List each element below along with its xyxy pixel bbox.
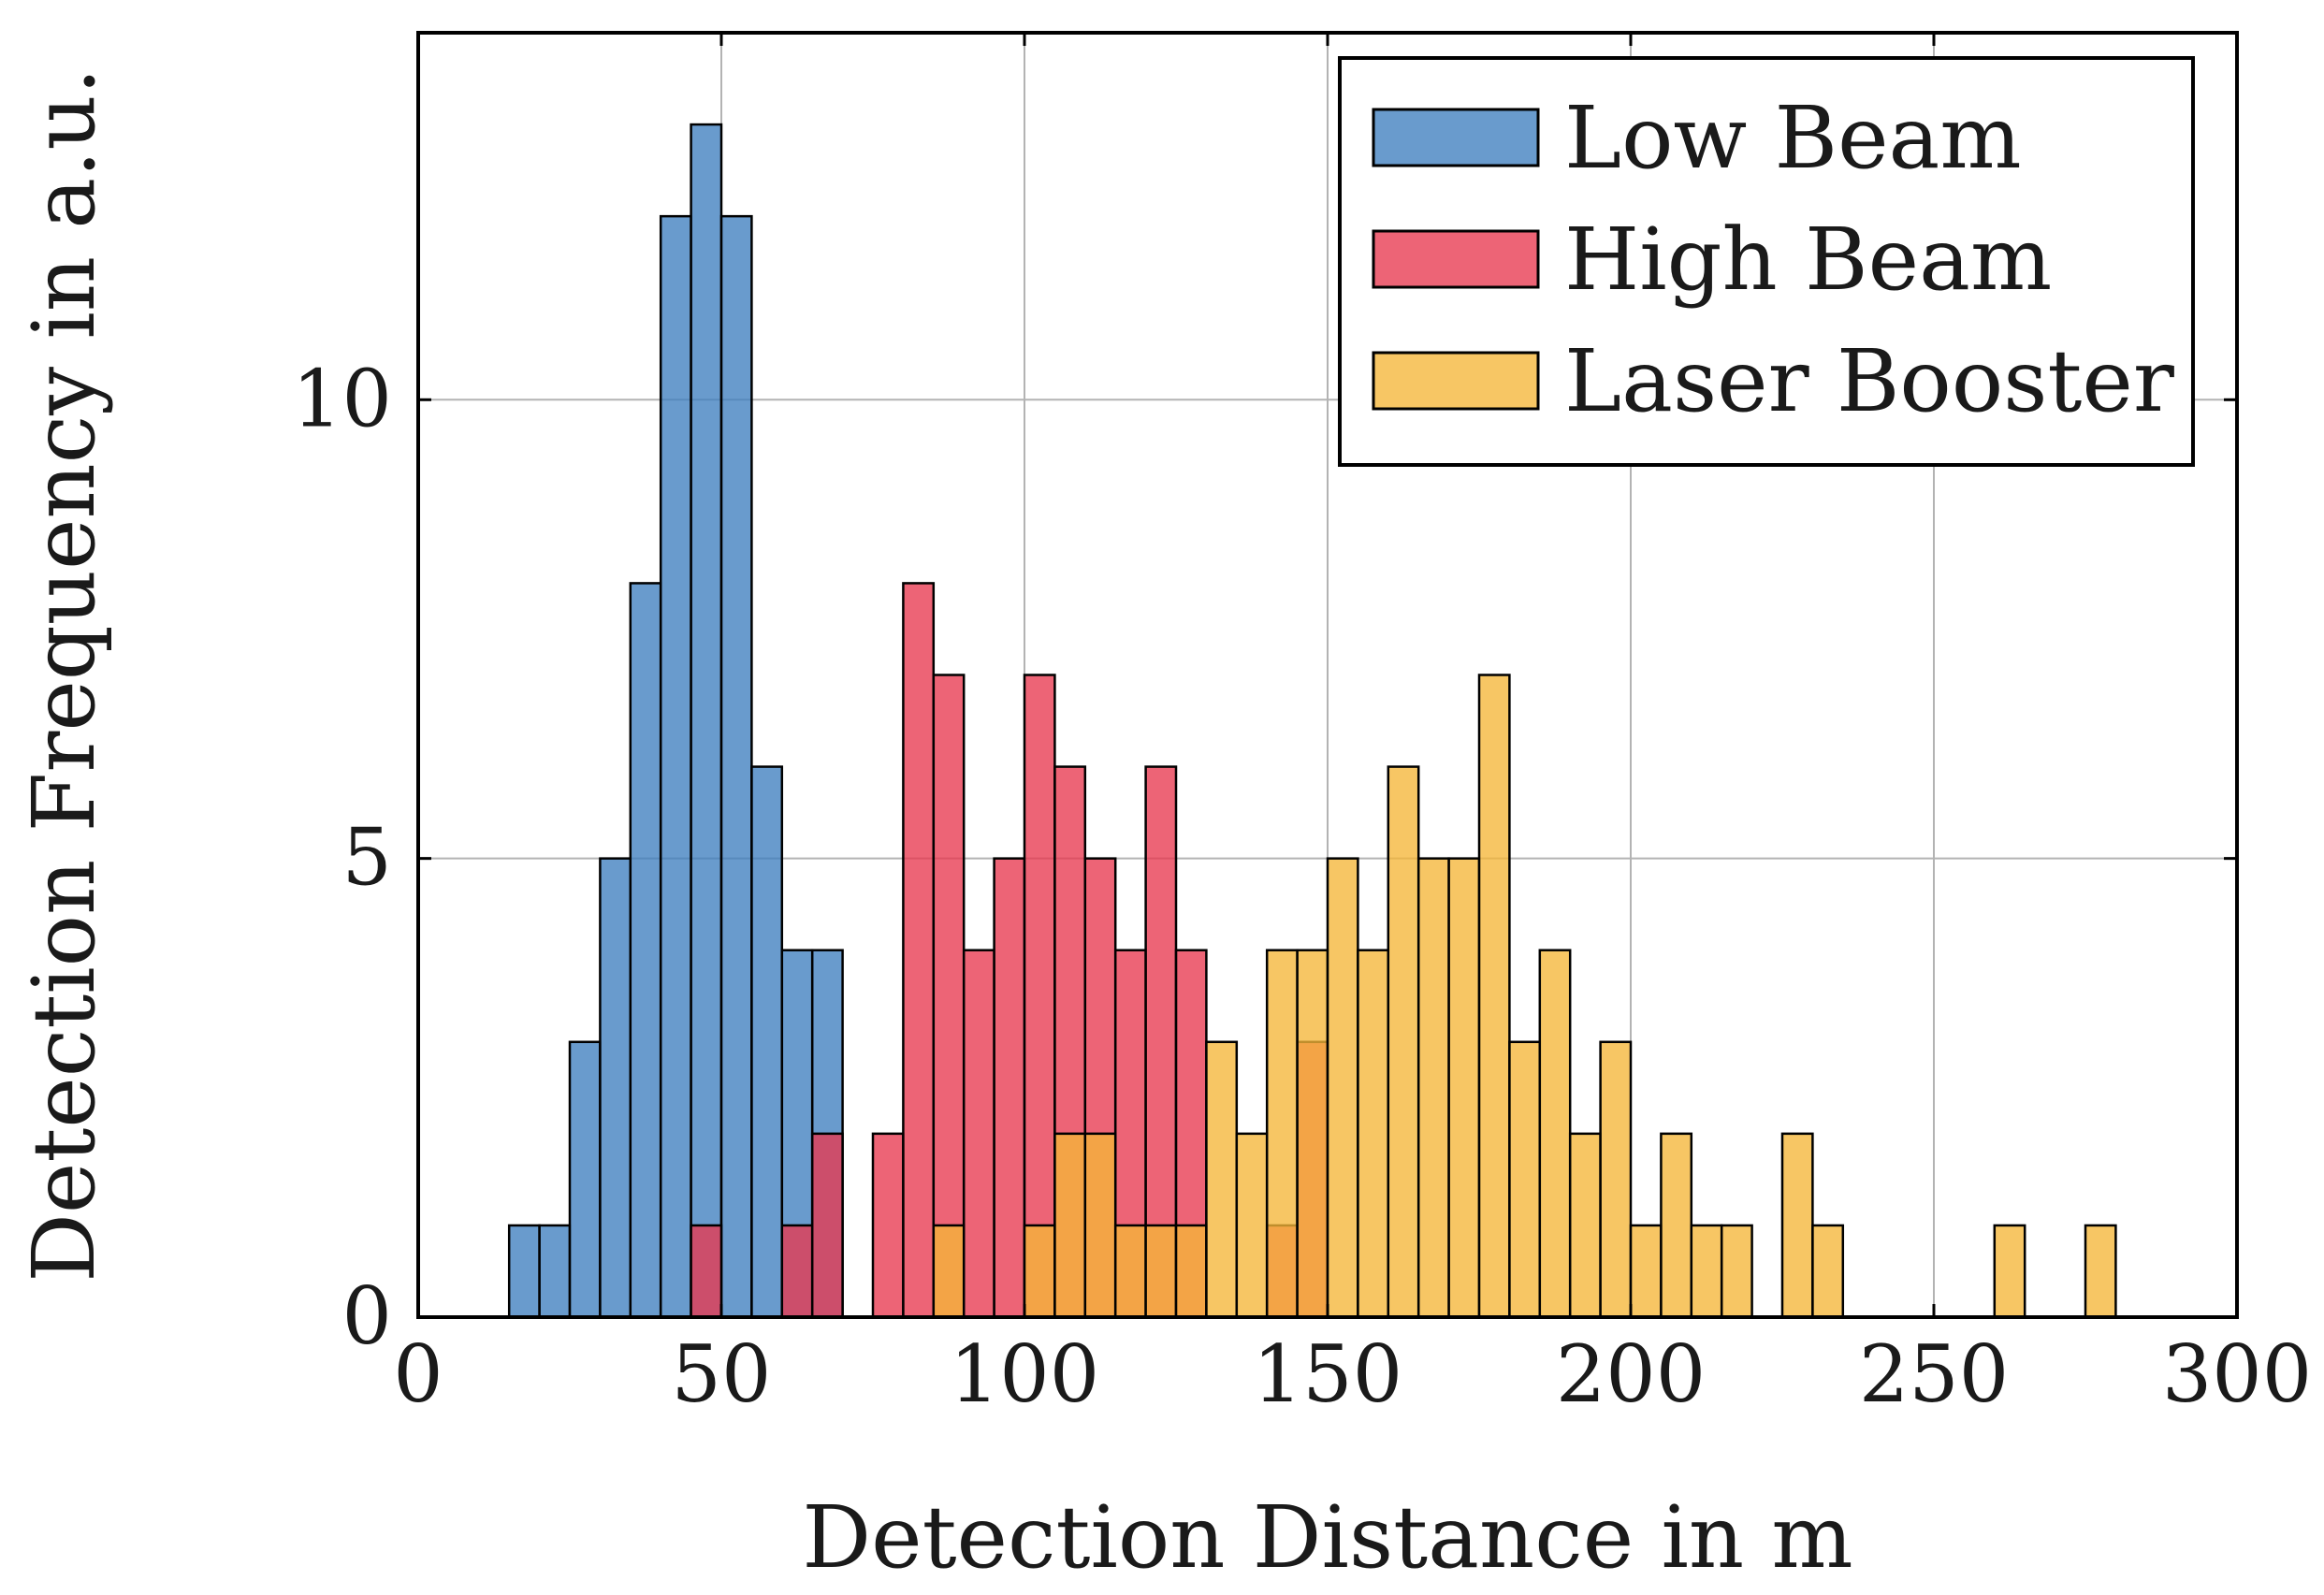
laser-booster-bar — [932, 1224, 966, 1319]
high-beam-bar — [871, 1132, 905, 1319]
low-beam-bar — [507, 1224, 541, 1319]
high-beam-bar — [962, 949, 995, 1319]
laser-booster-bar — [1993, 1224, 2026, 1319]
legend-swatch-low-beam — [1372, 108, 1540, 167]
laser-booster-bar — [1326, 857, 1359, 1319]
laser-booster-bar — [1235, 1132, 1269, 1319]
low-beam-bar — [750, 765, 784, 1319]
low-beam-bar — [538, 1224, 572, 1319]
x-tick-label: 200 — [1556, 1328, 1706, 1420]
legend: Low Beam High Beam Laser Booster — [1338, 56, 2195, 467]
x-tick-label: 50 — [672, 1328, 772, 1420]
laser-booster-bar — [1780, 1132, 1814, 1319]
high-beam-bar — [902, 582, 936, 1319]
low-beam-bar — [659, 214, 692, 1319]
legend-swatch-high-beam — [1372, 229, 1540, 289]
laser-booster-bar — [1629, 1224, 1663, 1319]
axis-labels: Detection Distance in m Detection Freque… — [14, 67, 1853, 1588]
high-beam-bar — [780, 1224, 814, 1319]
y-axis-label: Detection Frequency in a.u. — [14, 67, 114, 1283]
legend-label-laser-booster: Laser Booster — [1564, 331, 2174, 431]
high-beam-bar — [993, 857, 1026, 1319]
x-tick-label: 250 — [1859, 1328, 2009, 1420]
laser-booster-bar — [1174, 1224, 1208, 1319]
laser-booster-bar — [1416, 857, 1450, 1319]
laser-booster-bar — [1357, 949, 1390, 1319]
high-beam-bar — [690, 1224, 723, 1319]
y-tick-label: 0 — [342, 1270, 392, 1362]
laser-booster-bar — [1477, 674, 1511, 1319]
laser-booster-bar — [1538, 949, 1572, 1319]
high-beam-bar — [932, 674, 966, 1319]
x-tick-label: 300 — [2162, 1328, 2312, 1420]
laser-booster-bar — [1599, 1040, 1633, 1319]
low-beam-bar — [690, 123, 723, 1319]
laser-booster-bar — [1660, 1132, 1693, 1319]
y-tick-label: 10 — [292, 353, 392, 444]
y-tick-label: 5 — [342, 812, 392, 904]
bars — [507, 123, 2117, 1319]
laser-booster-bar — [1113, 1224, 1147, 1319]
low-beam-bar — [629, 582, 662, 1319]
laser-booster-bar — [1144, 1224, 1178, 1319]
laser-booster-bar — [1083, 1132, 1117, 1319]
laser-booster-bar — [1690, 1224, 1723, 1319]
axis-ticks: 0 50 100 150 200 250 300 0 5 10 — [292, 33, 2312, 1420]
laser-booster-bar — [1387, 765, 1420, 1319]
laser-booster-bar — [1508, 1040, 1542, 1319]
legend-label-high-beam: High Beam — [1564, 210, 2052, 310]
laser-booster-bar — [1023, 1224, 1056, 1319]
x-axis-label: Detection Distance in m — [802, 1487, 1852, 1588]
laser-booster-bar — [2084, 1224, 2117, 1319]
x-tick-label: 0 — [393, 1328, 443, 1420]
low-beam-bar — [719, 214, 753, 1319]
high-beam-bar — [1023, 674, 1056, 1319]
laser-booster-bar — [1568, 1132, 1602, 1319]
laser-booster-bar — [1296, 949, 1329, 1319]
laser-booster-bar — [1205, 1040, 1239, 1319]
legend-swatch-laser-booster — [1372, 351, 1540, 411]
high-beam-bar — [810, 1132, 844, 1319]
legend-label-low-beam: Low Beam — [1564, 88, 2022, 188]
laser-booster-bar — [1447, 857, 1481, 1319]
low-beam-bar — [599, 857, 632, 1319]
x-tick-label: 100 — [950, 1328, 1099, 1420]
laser-booster-bar — [1053, 1132, 1087, 1319]
x-tick-label: 150 — [1253, 1328, 1402, 1420]
laser-booster-bar — [1811, 1224, 1845, 1319]
laser-booster-bar — [1720, 1224, 1753, 1319]
laser-booster-bar — [1265, 949, 1299, 1319]
low-beam-bar — [568, 1040, 602, 1319]
